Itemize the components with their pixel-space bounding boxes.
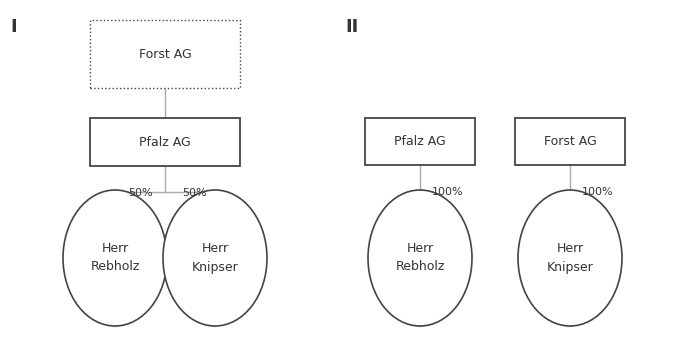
Ellipse shape — [368, 190, 472, 326]
Bar — [90, 118, 240, 166]
Text: Forst AG: Forst AG — [544, 135, 596, 148]
Ellipse shape — [163, 190, 267, 326]
Bar — [90, 20, 240, 88]
Text: 100%: 100% — [582, 187, 613, 197]
Text: Forst AG: Forst AG — [139, 47, 191, 60]
Ellipse shape — [518, 190, 622, 326]
Text: 100%: 100% — [432, 187, 464, 197]
Ellipse shape — [63, 190, 167, 326]
Bar — [365, 118, 475, 165]
Text: Herr
Knipser: Herr Knipser — [191, 243, 239, 274]
Text: I: I — [10, 18, 17, 36]
Text: Herr
Rebholz: Herr Rebholz — [396, 243, 445, 274]
Text: Pfalz AG: Pfalz AG — [139, 135, 191, 148]
Text: Herr
Knipser: Herr Knipser — [547, 243, 593, 274]
Text: 50%: 50% — [182, 188, 207, 198]
Text: II: II — [345, 18, 359, 36]
Text: Herr
Rebholz: Herr Rebholz — [90, 243, 140, 274]
Text: Pfalz AG: Pfalz AG — [394, 135, 446, 148]
Text: 50%: 50% — [128, 188, 152, 198]
Bar — [515, 118, 625, 165]
